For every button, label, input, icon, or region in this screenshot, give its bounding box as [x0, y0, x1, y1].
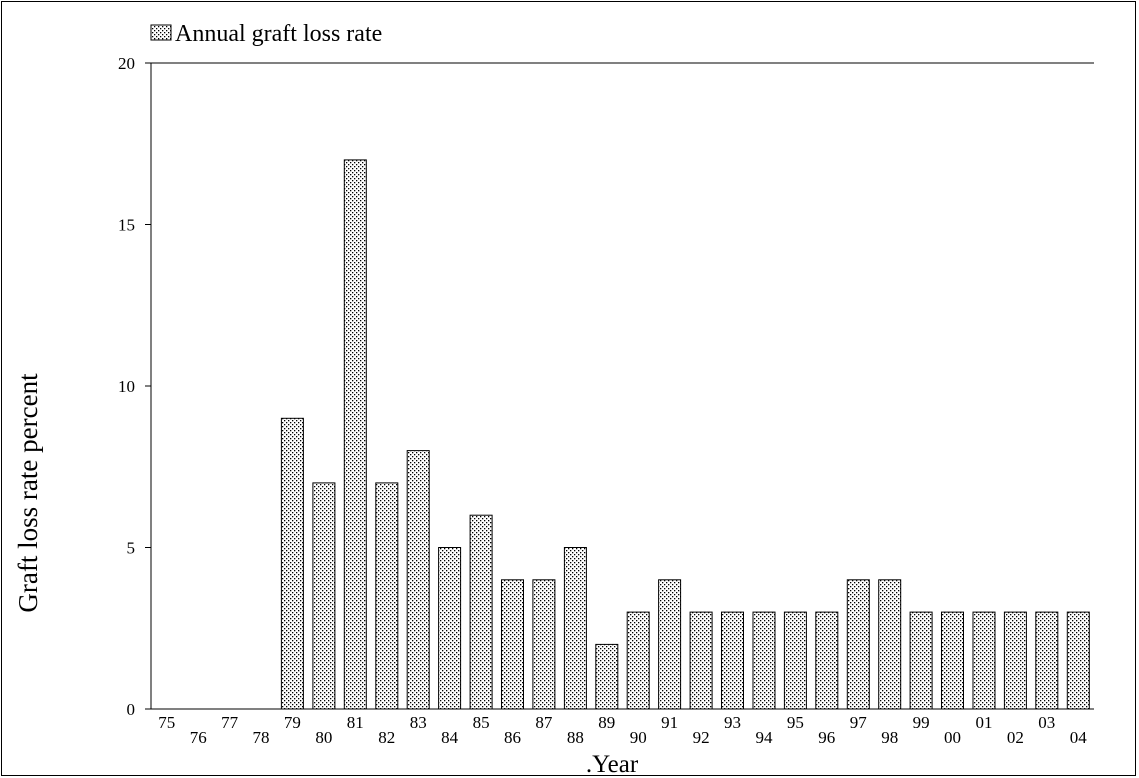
y-tick-label: 20 — [118, 54, 135, 73]
bar — [280, 417, 304, 710]
bar — [469, 514, 493, 710]
x-tick-label: 89 — [598, 713, 615, 732]
legend-label: Annual graft loss rate — [175, 21, 382, 47]
bar — [406, 450, 430, 710]
x-tick-label: 78 — [253, 728, 270, 747]
bar — [438, 547, 462, 710]
legend-swatch — [150, 24, 172, 41]
y-axis-title: Graft loss rate percent — [13, 373, 43, 613]
bar — [312, 482, 336, 710]
bar — [626, 611, 650, 710]
x-tick-label: 03 — [1038, 713, 1055, 732]
bar — [689, 611, 713, 710]
bar — [595, 643, 619, 710]
x-tick-label: 77 — [221, 713, 239, 732]
x-tick-label: 91 — [661, 713, 678, 732]
y-tick-label: 0 — [127, 700, 136, 719]
tick-labels-group: 0 5 10 15 20 75 76 77 78 79 80 81 82 83 84 85 86 87 88 89 90… — [118, 54, 1087, 747]
bar — [563, 547, 587, 710]
bar — [815, 611, 839, 710]
x-tick-label: 87 — [535, 713, 553, 732]
bar — [375, 482, 399, 710]
y-tick-label: 15 — [118, 216, 135, 235]
bar — [941, 611, 964, 710]
x-tick-label: 85 — [473, 713, 490, 732]
x-tick-label: 92 — [693, 728, 710, 747]
x-tick-label: 02 — [1007, 728, 1024, 747]
x-tick-label: 93 — [724, 713, 741, 732]
x-tick-label: 00 — [944, 728, 961, 747]
x-tick-label: 84 — [441, 728, 459, 747]
bar — [752, 611, 776, 710]
x-tick-label: 99 — [913, 713, 930, 732]
x-tick-label: 81 — [347, 713, 364, 732]
bar — [909, 611, 933, 710]
bar — [783, 611, 807, 710]
x-tick-label: 80 — [315, 728, 332, 747]
bar — [1003, 611, 1027, 710]
x-tick-label: 75 — [158, 713, 175, 732]
x-tick-label: 82 — [378, 728, 395, 747]
x-tick-label: 86 — [504, 728, 521, 747]
x-tick-label: 98 — [881, 728, 898, 747]
bar — [532, 579, 556, 710]
x-tick-label: 95 — [787, 713, 804, 732]
bar — [501, 579, 524, 710]
bar — [846, 579, 870, 710]
bar — [1035, 611, 1059, 710]
x-axis-title: .Year — [586, 751, 639, 778]
bar — [972, 611, 996, 710]
x-tick-label: 96 — [818, 728, 835, 747]
x-tick-label: 04 — [1070, 728, 1088, 747]
x-tick-label: 90 — [630, 728, 647, 747]
bar — [1066, 611, 1090, 710]
bar — [343, 159, 367, 710]
bar — [721, 611, 744, 710]
x-tick-label: 83 — [410, 713, 427, 732]
x-tick-label: 97 — [850, 713, 868, 732]
x-tick-label: 88 — [567, 728, 584, 747]
axes-group — [145, 62, 1094, 710]
x-tick-label: 94 — [756, 728, 774, 747]
y-tick-label: 5 — [127, 539, 136, 558]
bar — [878, 579, 902, 710]
x-tick-label: 79 — [284, 713, 301, 732]
x-tick-label: 01 — [976, 713, 993, 732]
bar — [658, 579, 682, 710]
bars-group — [280, 159, 1090, 710]
y-tick-label: 10 — [118, 377, 135, 396]
x-tick-label: 76 — [190, 728, 207, 747]
